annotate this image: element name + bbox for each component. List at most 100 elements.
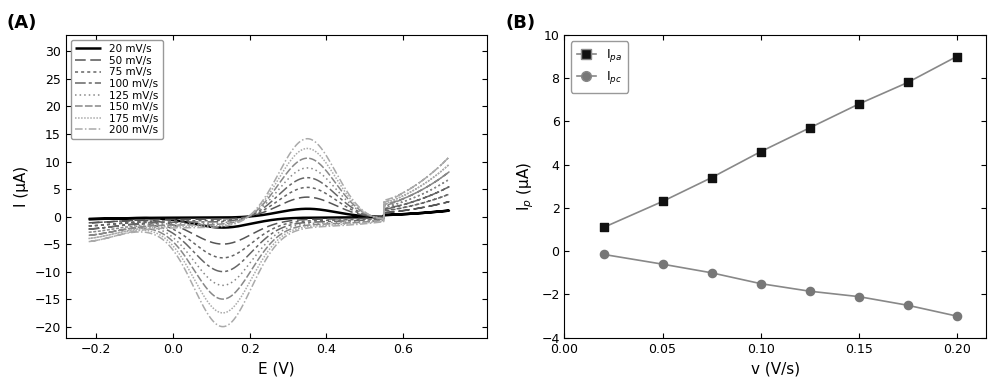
- 125 mV/s: [128, 224, 140, 229]
- 75 mV/s: [128, 220, 140, 225]
- Text: (B): (B): [505, 14, 536, 32]
- Line: 100 mV/s: 100 mV/s: [89, 177, 449, 271]
- Line: 50 mV/s: 50 mV/s: [89, 197, 449, 244]
- 175 mV/s: [434, 170, 446, 174]
- 125 mV/s: [83, 230, 95, 235]
- 20 mV/s: [434, 209, 446, 214]
- 200 mV/s: [409, 183, 421, 188]
- 100 mV/s: [128, 222, 140, 227]
- 125 mV/s: [301, 166, 313, 170]
- 200 mV/s: [217, 324, 229, 329]
- 150 mV/s: [83, 233, 95, 238]
- 125 mV/s: [212, 221, 224, 225]
- 100 mV/s: [306, 220, 318, 224]
- 200 mV/s: [434, 163, 446, 168]
- 50 mV/s: [212, 217, 224, 222]
- 100 mV/s: [83, 227, 95, 231]
- 50 mV/s: [409, 206, 421, 211]
- X-axis label: E (V): E (V): [258, 361, 295, 376]
- Point: [851, 294, 867, 300]
- 100 mV/s: [217, 269, 229, 274]
- Point: [596, 224, 612, 230]
- Line: 175 mV/s: 175 mV/s: [89, 149, 449, 313]
- 75 mV/s: [96, 223, 108, 227]
- 100 mV/s: [301, 175, 313, 180]
- 150 mV/s: [306, 222, 318, 227]
- Y-axis label: I$_p$ (μA): I$_p$ (μA): [515, 161, 536, 211]
- 75 mV/s: [409, 202, 421, 207]
- 150 mV/s: [96, 231, 108, 236]
- 75 mV/s: [217, 255, 229, 260]
- Y-axis label: I (μA): I (μA): [14, 166, 29, 207]
- 20 mV/s: [212, 215, 224, 220]
- 200 mV/s: [212, 225, 224, 229]
- 20 mV/s: [83, 217, 95, 222]
- 75 mV/s: [83, 223, 95, 228]
- 100 mV/s: [212, 220, 224, 224]
- 75 mV/s: [83, 223, 95, 228]
- 100 mV/s: [409, 199, 421, 203]
- Point: [949, 53, 965, 60]
- 200 mV/s: [128, 230, 140, 234]
- Legend: $\mathdefault{I}_{pa}$, $\mathdefault{I}_{pc}$: $\mathdefault{I}_{pa}$, $\mathdefault{I}…: [571, 41, 628, 93]
- 20 mV/s: [96, 216, 108, 221]
- 175 mV/s: [409, 187, 421, 192]
- 200 mV/s: [301, 136, 313, 141]
- 150 mV/s: [301, 156, 313, 161]
- Point: [704, 174, 720, 181]
- 50 mV/s: [434, 202, 446, 206]
- 175 mV/s: [306, 224, 318, 229]
- Point: [753, 149, 769, 155]
- Point: [753, 280, 769, 287]
- 50 mV/s: [217, 242, 229, 246]
- 20 mV/s: [83, 217, 95, 222]
- Point: [802, 288, 818, 294]
- Line: 75 mV/s: 75 mV/s: [89, 187, 449, 258]
- 75 mV/s: [301, 185, 313, 190]
- 50 mV/s: [83, 220, 95, 225]
- 20 mV/s: [301, 206, 313, 211]
- 150 mV/s: [212, 222, 224, 227]
- 200 mV/s: [96, 237, 108, 241]
- 175 mV/s: [96, 234, 108, 239]
- 50 mV/s: [128, 218, 140, 223]
- 125 mV/s: [217, 283, 229, 288]
- 150 mV/s: [83, 233, 95, 238]
- Point: [802, 125, 818, 131]
- 75 mV/s: [212, 218, 224, 223]
- 50 mV/s: [96, 220, 108, 225]
- 175 mV/s: [128, 228, 140, 232]
- 75 mV/s: [434, 195, 446, 200]
- 150 mV/s: [409, 191, 421, 196]
- 125 mV/s: [96, 229, 108, 233]
- 200 mV/s: [83, 239, 95, 244]
- 125 mV/s: [434, 183, 446, 187]
- 75 mV/s: [306, 218, 318, 223]
- 20 mV/s: [217, 225, 229, 230]
- 175 mV/s: [83, 236, 95, 241]
- 125 mV/s: [306, 221, 318, 226]
- Point: [655, 261, 671, 267]
- 50 mV/s: [301, 195, 313, 199]
- Point: [949, 313, 965, 319]
- 125 mV/s: [83, 230, 95, 235]
- Point: [655, 198, 671, 204]
- 200 mV/s: [306, 225, 318, 230]
- 175 mV/s: [217, 310, 229, 315]
- Text: (A): (A): [7, 14, 37, 32]
- 125 mV/s: [409, 195, 421, 200]
- X-axis label: v (V/s): v (V/s): [751, 361, 800, 376]
- Line: 150 mV/s: 150 mV/s: [89, 158, 449, 299]
- 175 mV/s: [212, 223, 224, 228]
- Legend: 20 mV/s, 50 mV/s, 75 mV/s, 100 mV/s, 125 mV/s, 150 mV/s, 175 mV/s, 200 mV/s: 20 mV/s, 50 mV/s, 75 mV/s, 100 mV/s, 125…: [71, 40, 163, 139]
- 150 mV/s: [217, 297, 229, 301]
- 175 mV/s: [83, 236, 95, 241]
- Point: [704, 270, 720, 276]
- 100 mV/s: [83, 227, 95, 231]
- Line: 125 mV/s: 125 mV/s: [89, 168, 449, 285]
- 20 mV/s: [306, 215, 318, 220]
- Point: [900, 302, 916, 308]
- 50 mV/s: [83, 220, 95, 225]
- 20 mV/s: [128, 216, 140, 220]
- 100 mV/s: [434, 189, 446, 193]
